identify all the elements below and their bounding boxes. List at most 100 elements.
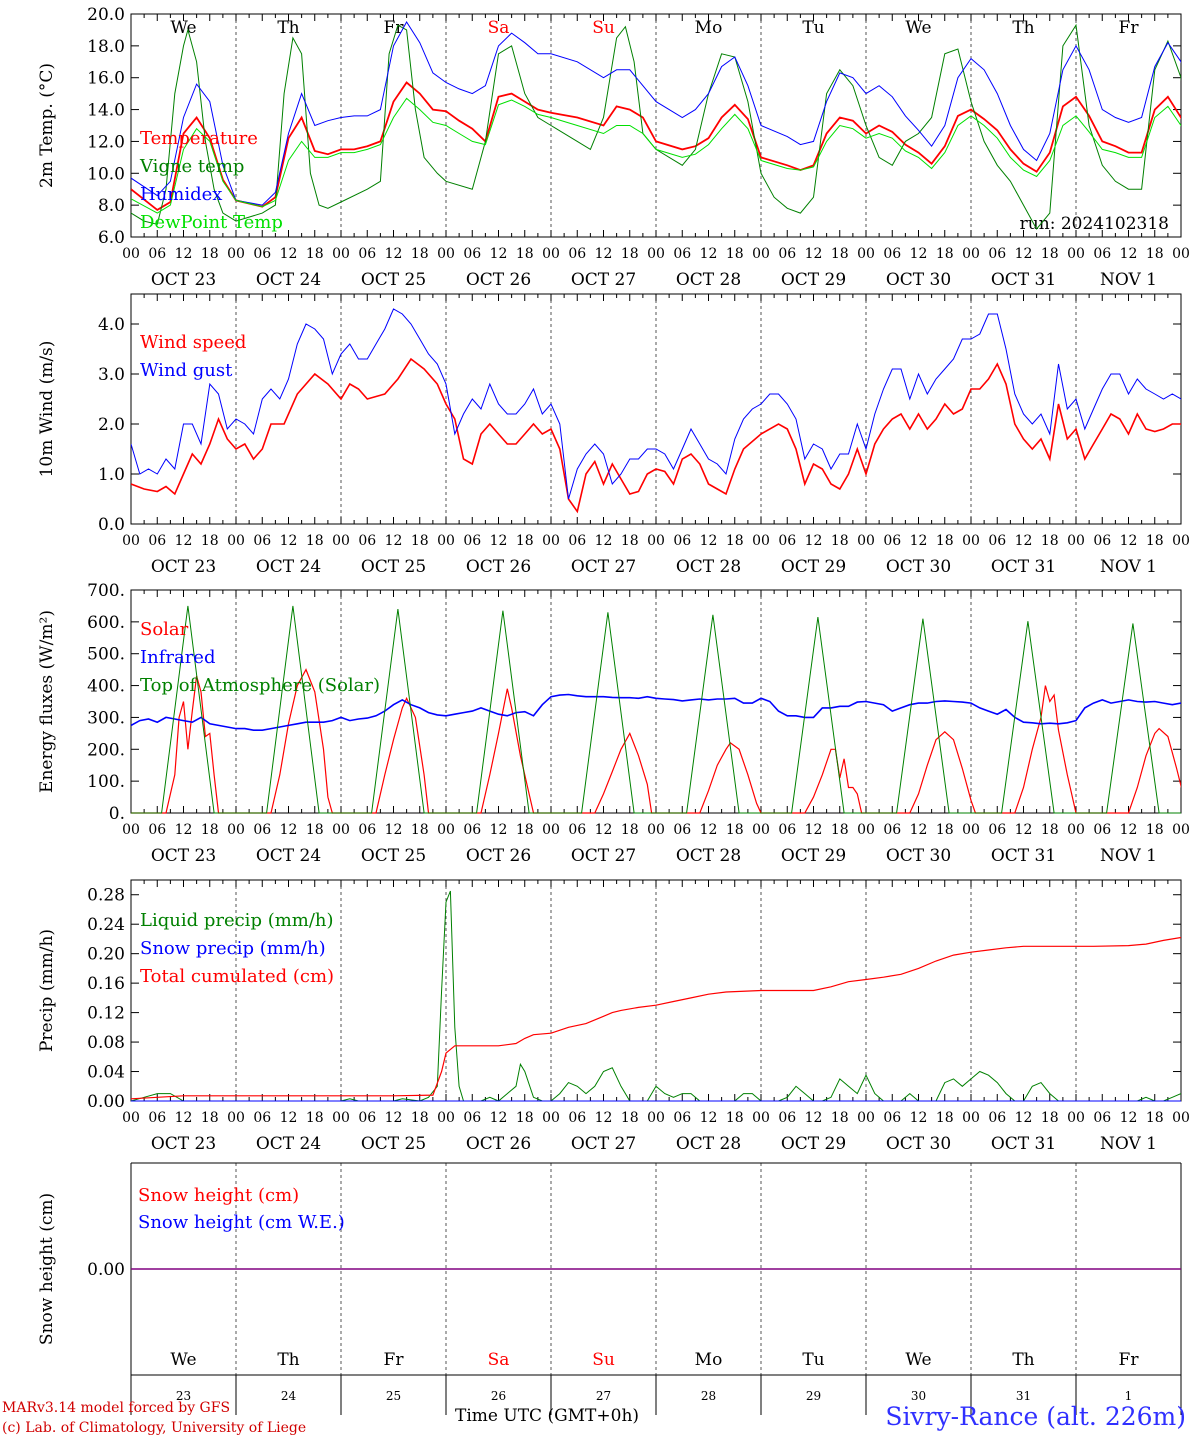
hour-tick-label: 06 <box>673 246 691 262</box>
hour-tick-label: 06 <box>883 246 901 262</box>
day-number: 30 <box>911 1389 926 1403</box>
hour-tick-label: 00 <box>647 822 665 838</box>
date-label: OCT 26 <box>466 846 531 866</box>
hour-tick-label: 00 <box>542 1110 560 1126</box>
day-number: 29 <box>806 1389 821 1403</box>
hour-tick-label: 18 <box>201 822 219 838</box>
date-label: OCT 27 <box>571 1134 636 1154</box>
hour-tick-label: 00 <box>1067 246 1085 262</box>
legend-entry: DewPoint Temp <box>140 212 283 233</box>
y-tick-label: 200. <box>87 740 125 760</box>
hour-tick-label: 06 <box>883 822 901 838</box>
hour-tick-label: 06 <box>778 1110 796 1126</box>
hour-tick-label: 18 <box>1041 1110 1059 1126</box>
hour-tick-label: 06 <box>358 822 376 838</box>
hour-tick-label: 12 <box>700 533 718 549</box>
y-tick-label: 1.0 <box>98 465 125 485</box>
legend-entry: Total cumulated (cm) <box>140 966 334 987</box>
hour-tick-label: 06 <box>568 246 586 262</box>
hour-tick-label: 06 <box>253 246 271 262</box>
y-tick-label: 18.0 <box>87 37 125 57</box>
hour-tick-label: 18 <box>621 1110 639 1126</box>
hour-tick-label: 00 <box>962 533 980 549</box>
hour-tick-label: 12 <box>910 246 928 262</box>
date-label: NOV 1 <box>1100 270 1157 290</box>
hour-tick-label: 00 <box>542 246 560 262</box>
day-number: 1 <box>1125 1389 1133 1403</box>
hour-tick-label: 12 <box>1015 246 1033 262</box>
hour-tick-label: 12 <box>1120 1110 1138 1126</box>
hour-tick-label: 18 <box>201 533 219 549</box>
hour-tick-label: 06 <box>148 533 166 549</box>
weekday-label: Th <box>1012 1350 1034 1370</box>
weekday-label: We <box>905 18 931 38</box>
hour-tick-label: 00 <box>437 822 455 838</box>
y-tick-label: 0.12 <box>87 1004 125 1024</box>
date-label: OCT 29 <box>781 270 846 290</box>
y-tick-label: 0.24 <box>87 915 125 935</box>
hour-tick-label: 06 <box>673 1110 691 1126</box>
hour-tick-label: 12 <box>700 1110 718 1126</box>
series-line-precip-2 <box>131 936 1181 1100</box>
hour-tick-label: 06 <box>568 1110 586 1126</box>
hour-tick-label: 18 <box>1146 246 1164 262</box>
y-tick-label: 0.0 <box>98 515 125 535</box>
weekday-label: Fr <box>384 1350 405 1370</box>
hour-tick-label: 00 <box>122 822 140 838</box>
date-label: OCT 30 <box>886 846 951 866</box>
hour-tick-label: 18 <box>411 246 429 262</box>
legend-entry: Temperature <box>140 128 258 149</box>
y-tick-label: 2.0 <box>98 415 125 435</box>
weekday-label: Mo <box>695 1350 723 1370</box>
hour-tick-label: 18 <box>516 246 534 262</box>
hour-tick-label: 18 <box>1146 822 1164 838</box>
series-line-energy-2 <box>131 605 1181 814</box>
weekday-label: We <box>905 1350 931 1370</box>
panel-frame <box>130 13 1182 238</box>
date-label: OCT 31 <box>991 1134 1056 1154</box>
hour-tick-label: 18 <box>726 533 744 549</box>
date-label: OCT 25 <box>361 846 426 866</box>
hour-tick-label: 00 <box>437 533 455 549</box>
date-label: OCT 23 <box>151 846 216 866</box>
y-tick-label: 6.0 <box>98 228 125 248</box>
date-label: OCT 31 <box>991 270 1056 290</box>
y-tick-label: 3.0 <box>98 365 125 385</box>
hour-tick-label: 00 <box>752 1110 770 1126</box>
hour-tick-label: 12 <box>700 246 718 262</box>
hour-tick-label: 18 <box>936 246 954 262</box>
legend-entry: Wind speed <box>140 332 246 353</box>
hour-tick-label: 06 <box>673 822 691 838</box>
hour-tick-label: 06 <box>778 246 796 262</box>
day-number: 26 <box>491 1389 506 1403</box>
legend-entry: Humidex <box>140 184 222 205</box>
y-tick-label: 0.00 <box>87 1092 125 1112</box>
hour-tick-label: 18 <box>1041 246 1059 262</box>
hour-tick-label: 12 <box>175 246 193 262</box>
x-axis-title: Time UTC (GMT+0h) <box>455 1406 640 1426</box>
hour-tick-label: 18 <box>201 246 219 262</box>
hour-tick-label: 18 <box>621 246 639 262</box>
day-number: 31 <box>1016 1389 1031 1403</box>
hour-tick-label: 12 <box>175 533 193 549</box>
y-axis-label: 10m Wind (m/s) <box>37 341 57 478</box>
model-credit: MARv3.14 model forced by GFS <box>2 1400 231 1416</box>
y-tick-label: 20.0 <box>87 5 125 25</box>
y-axis-label: 2m Temp. (°C) <box>37 63 57 188</box>
date-label: OCT 24 <box>256 270 321 290</box>
hour-tick-label: 00 <box>647 1110 665 1126</box>
hour-tick-label: 18 <box>306 1110 324 1126</box>
hour-tick-label: 00 <box>542 533 560 549</box>
hour-tick-label: 18 <box>201 1110 219 1126</box>
hour-tick-label: 00 <box>1172 822 1190 838</box>
hour-tick-label: 00 <box>542 822 560 838</box>
hour-tick-label: 00 <box>1067 533 1085 549</box>
date-label: OCT 28 <box>676 1134 741 1154</box>
day-number: 28 <box>701 1389 716 1403</box>
hour-tick-label: 12 <box>385 246 403 262</box>
date-label: OCT 24 <box>256 846 321 866</box>
hour-tick-label: 18 <box>831 822 849 838</box>
hour-tick-label: 06 <box>148 822 166 838</box>
hour-tick-label: 00 <box>332 246 350 262</box>
hour-tick-label: 06 <box>673 533 691 549</box>
